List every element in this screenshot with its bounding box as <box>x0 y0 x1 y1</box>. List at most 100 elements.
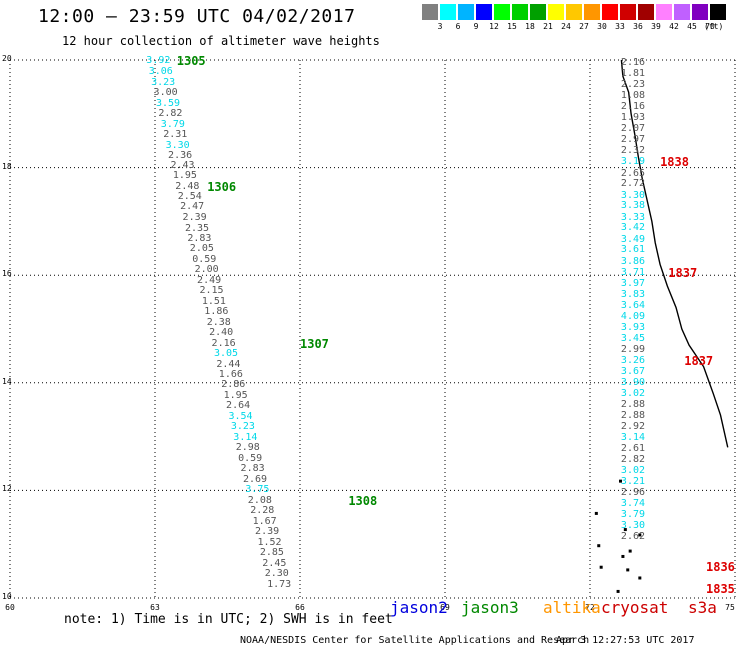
island-mark <box>597 544 601 548</box>
legend-level-label: 30 <box>597 22 607 31</box>
wave-height-value: 3.30 <box>620 189 646 201</box>
wave-height-value: 2.85 <box>259 547 284 559</box>
legend-swatch <box>548 4 565 20</box>
legend-level-label: 42 <box>669 22 679 31</box>
satellite-name-altika: altika <box>543 598 601 617</box>
wave-height-value: 2.99 <box>620 343 646 355</box>
wave-height-value: 2.49 <box>197 275 222 287</box>
legend-swatch <box>674 4 691 20</box>
wave-height-value: 3.33 <box>620 211 646 223</box>
wave-height-value: 2.69 <box>242 474 268 486</box>
pass-number-label: 1306 <box>207 179 237 194</box>
wave-height-value: 2.65 <box>620 167 646 179</box>
wave-height-value: 1.73 <box>267 578 292 590</box>
island-mark <box>599 565 603 569</box>
wave-height-value: 2.61 <box>620 442 646 454</box>
wave-height-value: 3.67 <box>620 366 646 378</box>
wave-height-value: 3.14 <box>620 432 646 444</box>
wave-height-value: 3.71 <box>620 266 646 278</box>
latitude-label: 14 <box>2 376 12 386</box>
wave-height-value: 2.88 <box>620 410 646 422</box>
coastline <box>594 59 729 593</box>
legend-level-label: 15 <box>507 22 517 31</box>
wave-height-value: 1.08 <box>620 90 646 102</box>
wave-height-value: 1.66 <box>218 369 243 381</box>
island-mark <box>623 528 627 532</box>
satellite-name-jason3: jason3 <box>461 598 519 617</box>
longitude-label: 66 <box>295 603 305 612</box>
island-mark <box>621 554 625 558</box>
legend-swatch <box>638 4 655 20</box>
wave-height-value: 2.28 <box>250 505 275 517</box>
wave-height-value: 2.45 <box>262 557 287 569</box>
wave-height-value: 2.72 <box>620 178 646 190</box>
island-mark <box>594 511 598 515</box>
wave-height-value: 3.49 <box>620 233 646 245</box>
longitude-label: 69 <box>440 603 450 612</box>
legend-level-label: 27 <box>579 22 589 31</box>
wave-height-value: 3.42 <box>620 222 646 234</box>
wave-height-value: 3.79 <box>160 118 185 130</box>
latitude-label: 10 <box>2 592 12 601</box>
wave-height-value: 1.52 <box>257 536 282 548</box>
wave-height-value: 1.81 <box>620 67 646 79</box>
wave-height-value: 2.88 <box>620 398 646 410</box>
wave-height-value: 2.86 <box>221 379 246 391</box>
legend-swatch <box>494 4 511 20</box>
legend-unit: (ft) <box>704 22 724 31</box>
footnote: note: 1) Time is in UTC; 2) SWH is in fe… <box>64 612 393 627</box>
legend-swatch <box>710 4 727 20</box>
longitude-label: 72 <box>585 603 595 612</box>
wave-height-value: 2.36 <box>168 149 193 161</box>
wave-height-value: 2.07 <box>620 123 646 135</box>
legend-swatch <box>602 4 619 20</box>
island-mark <box>619 479 622 483</box>
longitude-label: 75 <box>725 603 735 612</box>
wave-height-value: 2.39 <box>255 526 280 538</box>
wave-height-value: 2.38 <box>206 316 231 328</box>
wave-height-value: 2.40 <box>209 327 234 339</box>
satellite-name-s3a: s3a <box>688 598 717 617</box>
wave-height-value: 2.08 <box>247 494 272 506</box>
legend-level-label: 36 <box>633 22 643 31</box>
longitude-label: 60 <box>5 603 15 612</box>
satellite-name-jason2: jason2 <box>390 598 448 617</box>
wave-height-value: 3.30 <box>620 520 646 532</box>
wave-height-value: 3.75 <box>245 484 270 496</box>
wave-height-value: 2.83 <box>187 233 212 245</box>
wave-height-value: 2.00 <box>194 264 219 276</box>
legend-swatch <box>512 4 529 20</box>
wave-height-value: 3.93 <box>620 321 646 333</box>
wave-height-value: 3.21 <box>620 476 646 488</box>
legend-swatch <box>422 4 439 20</box>
latitude-label: 18 <box>2 161 12 171</box>
latitude-label: 20 <box>2 54 12 63</box>
wave-height-value: 3.06 <box>148 65 173 77</box>
graticule <box>9 59 736 599</box>
island-mark <box>628 549 632 553</box>
island-mark <box>638 576 642 580</box>
wave-height-value: 3.97 <box>620 277 646 289</box>
wave-height-value: 3.86 <box>620 255 646 267</box>
island-mark <box>626 568 630 572</box>
wave-height-value: 1.67 <box>252 515 277 527</box>
wave-height-value: 2.54 <box>177 191 202 203</box>
wave-height-value: 3.38 <box>620 200 646 212</box>
wave-height-value: 0.59 <box>192 254 217 266</box>
wave-height-value: 3.61 <box>620 244 646 256</box>
wave-height-value: 2.16 <box>620 101 646 113</box>
wave-height-value: 3.54 <box>228 411 253 423</box>
pass-number-label: 1837 <box>668 265 698 280</box>
wave-height-value: 3.02 <box>620 388 646 400</box>
legend-level-label: 21 <box>543 22 553 31</box>
wave-height-value: 4.09 <box>620 310 646 322</box>
wave-height-value: 2.31 <box>163 129 188 141</box>
legend-swatch <box>620 4 637 20</box>
pass-number-label: 1308 <box>348 493 378 508</box>
wave-height-value: 2.23 <box>620 79 646 91</box>
wave-height-value: 2.35 <box>184 222 210 234</box>
generation-timestamp: Apr 3 12:27:53 UTC 2017 <box>556 635 695 646</box>
wave-height-value: 1.95 <box>172 170 197 182</box>
credit-line: NOAA/NESDIS Center for Satellite Applica… <box>240 635 590 646</box>
